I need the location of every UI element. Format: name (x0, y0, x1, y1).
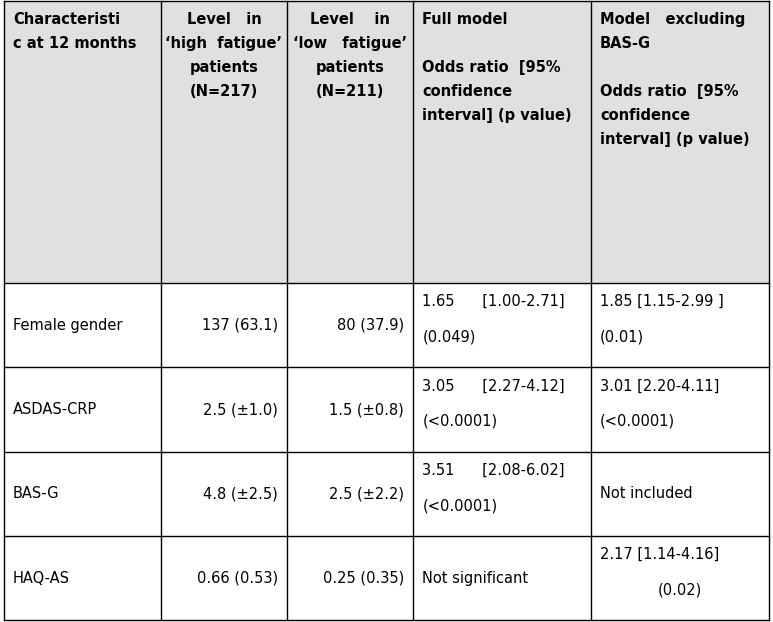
Text: ASDAS-CRP: ASDAS-CRP (13, 402, 97, 417)
Text: Characteristi
c at 12 months: Characteristi c at 12 months (13, 12, 137, 52)
Text: Full model

Odds ratio  [95%
confidence
interval] (p value): Full model Odds ratio [95% confidence in… (423, 12, 572, 123)
Text: 2.5 (±2.2): 2.5 (±2.2) (329, 486, 404, 501)
Text: 4.8 (±2.5): 4.8 (±2.5) (203, 486, 278, 501)
Text: 3.01 [2.20-4.11]: 3.01 [2.20-4.11] (600, 379, 720, 394)
Text: (0.02): (0.02) (658, 582, 702, 597)
Text: 137 (63.1): 137 (63.1) (202, 318, 278, 333)
Text: 0.25 (0.35): 0.25 (0.35) (323, 570, 404, 585)
Text: Model   excluding
BAS-G

Odds ratio  [95%
confidence
interval] (p value): Model excluding BAS-G Odds ratio [95% co… (600, 12, 750, 147)
Text: (<0.0001): (<0.0001) (423, 414, 498, 429)
Text: 2.17 [1.14-4.16]: 2.17 [1.14-4.16] (600, 547, 719, 562)
Text: (<0.0001): (<0.0001) (600, 414, 675, 429)
Text: Level    in
‘low   fatigue’
patients
(N=211): Level in ‘low fatigue’ patients (N=211) (293, 12, 407, 100)
Text: 3.51      [2.08-6.02]: 3.51 [2.08-6.02] (423, 463, 565, 478)
Text: (0.01): (0.01) (600, 330, 644, 345)
Text: (0.049): (0.049) (423, 330, 476, 345)
Text: HAQ-AS: HAQ-AS (13, 570, 70, 585)
Text: 0.66 (0.53): 0.66 (0.53) (196, 570, 278, 585)
Text: Not included: Not included (600, 486, 693, 501)
Text: 3.05      [2.27-4.12]: 3.05 [2.27-4.12] (423, 379, 565, 394)
Text: 1.65      [1.00-2.71]: 1.65 [1.00-2.71] (423, 294, 565, 309)
Text: Female gender: Female gender (13, 318, 123, 333)
Bar (4, 1, 769, 283)
Text: 80 (37.9): 80 (37.9) (337, 318, 404, 333)
Text: Level   in
‘high  fatigue’
patients
(N=217): Level in ‘high fatigue’ patients (N=217) (165, 12, 282, 100)
Text: 1.85 [1.15-2.99 ]: 1.85 [1.15-2.99 ] (600, 294, 724, 309)
Text: 1.5 (±0.8): 1.5 (±0.8) (329, 402, 404, 417)
Text: BAS-G: BAS-G (13, 486, 60, 501)
Text: Not significant: Not significant (423, 570, 529, 585)
Text: 2.5 (±1.0): 2.5 (±1.0) (203, 402, 278, 417)
Text: (<0.0001): (<0.0001) (423, 498, 498, 513)
